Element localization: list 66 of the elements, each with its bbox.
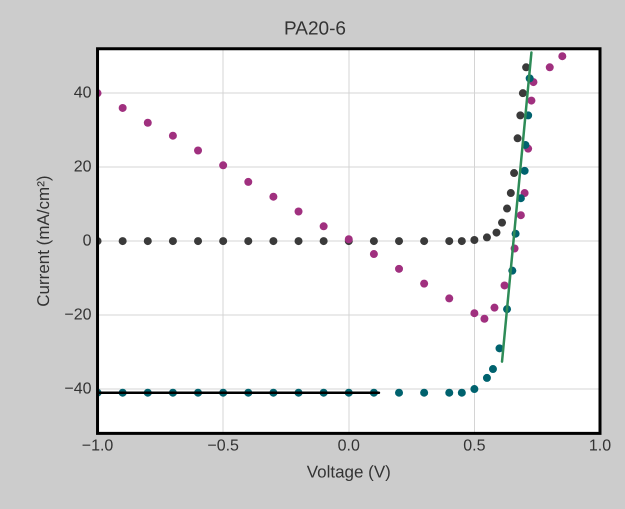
y-tick-label: 20 [74, 158, 92, 176]
chart-title: PA20-6 [284, 18, 346, 40]
point [492, 228, 500, 237]
point [516, 111, 524, 120]
point [420, 280, 428, 288]
y-axis-title: Current (mA/cm²) [34, 175, 53, 307]
point [244, 178, 252, 186]
point [294, 237, 303, 246]
point [498, 218, 506, 227]
point [458, 237, 466, 246]
point [558, 52, 566, 60]
point [219, 161, 228, 170]
point [194, 237, 202, 246]
x-tick-label: 1.0 [588, 437, 612, 454]
point [482, 374, 491, 382]
y-tick-label: −20 [64, 306, 92, 324]
point [506, 189, 515, 198]
x-tick-label: 0.0 [338, 437, 360, 454]
x-tick-label: −0.5 [207, 437, 240, 454]
point [420, 237, 428, 246]
point [514, 134, 522, 142]
point [118, 104, 127, 112]
point [294, 208, 303, 216]
point [269, 237, 278, 246]
point [510, 169, 518, 178]
point [420, 388, 428, 397]
x-axis-title: Voltage (V) [306, 462, 391, 482]
point [320, 237, 328, 246]
point [516, 211, 525, 220]
point [370, 250, 378, 258]
point [244, 237, 252, 246]
point [482, 233, 491, 242]
y-tick-label: −40 [64, 380, 92, 398]
point [546, 63, 554, 72]
point [168, 237, 177, 246]
point [144, 118, 152, 127]
point [168, 132, 177, 140]
x-tick-label: 0.5 [463, 437, 486, 454]
point [503, 204, 512, 213]
point [219, 237, 228, 246]
point [370, 237, 378, 246]
point [269, 192, 278, 201]
point [470, 309, 478, 318]
point [518, 89, 527, 98]
point [445, 237, 454, 246]
point [395, 264, 404, 273]
point [470, 236, 478, 244]
point [118, 237, 127, 246]
point [458, 388, 466, 397]
point [527, 96, 536, 105]
point [144, 237, 152, 246]
point [320, 222, 328, 230]
point [480, 314, 488, 323]
point [500, 281, 509, 290]
point [194, 146, 202, 154]
y-tick-label: 40 [74, 84, 92, 102]
point [395, 237, 404, 246]
point [490, 304, 498, 312]
point [520, 166, 529, 175]
point [445, 294, 454, 302]
point [445, 388, 454, 397]
x-tick-label: −1.0 [82, 437, 114, 454]
point [488, 365, 497, 374]
point [470, 385, 478, 394]
y-tick-label: 0 [82, 232, 92, 250]
point [395, 388, 404, 397]
